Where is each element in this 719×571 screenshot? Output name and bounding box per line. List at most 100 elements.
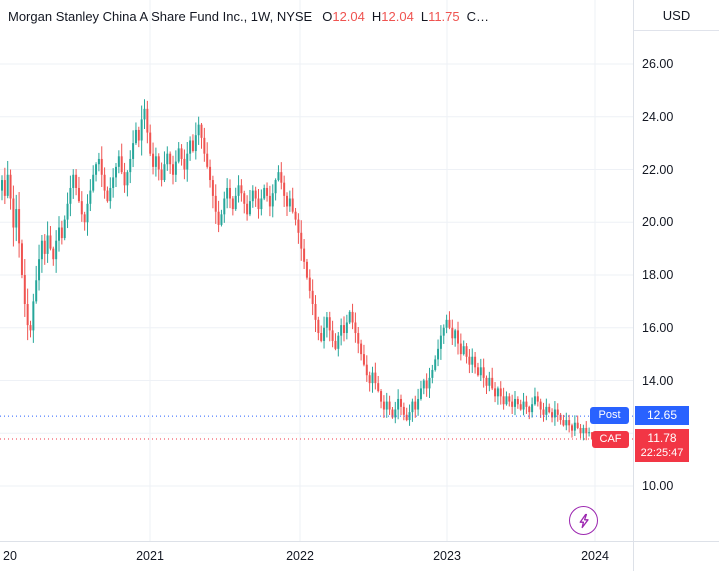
candle-body [437,348,440,360]
candle-body [154,156,157,167]
candle-body [400,398,402,407]
candle-body [533,396,536,405]
candle-body [271,193,274,207]
time-axis[interactable]: 20 2021 2022 2023 2024 [0,541,719,571]
candle-body [80,201,83,215]
last-price-value: 11.78 [647,431,677,445]
candle-body [123,172,126,186]
candle-body [576,422,579,428]
candle-body [283,182,286,196]
candle-body [553,409,556,418]
candle-body [120,156,123,173]
candle-body [551,412,554,418]
candle-body [357,333,360,344]
candle-body [172,164,174,175]
price-axis-label: 26.00 [642,57,674,71]
ohlc-readout: O12.04 H12.04 L11.75 C… [322,9,496,24]
candle-body [203,137,206,154]
candle-body [408,412,411,421]
candle-body [294,211,297,220]
price-axis[interactable]: USD 26.00 24.00 22.00 20.00 18.00 16.00 14.00 1… [633,0,719,541]
candle-body [343,325,345,334]
candle-body [405,414,408,421]
candle-body [385,401,388,410]
candle-body [417,398,420,410]
candle-body [126,172,129,186]
candle-body [588,432,591,434]
price-axis-label: 20.00 [642,215,674,230]
candle-body [26,304,29,326]
currency-label[interactable]: USD [634,0,719,31]
candle-body [152,153,155,167]
candle-body [254,190,257,199]
candle-body [317,319,320,334]
candle-body [323,327,326,341]
candle-body [69,187,72,204]
axis-corner-divider [633,541,634,571]
candle-body [536,396,539,402]
candle-body [95,164,98,175]
candle-body [35,280,38,302]
candle-body [377,383,380,392]
candle-body [23,275,26,305]
candle-body [431,369,434,378]
candle-body [305,261,308,278]
candle-body [191,140,194,152]
candle-body [137,129,140,141]
candle-body [248,201,251,215]
candle-body [519,404,522,410]
candle-body [243,193,246,204]
candle-body [511,401,514,407]
candle-body [439,335,442,349]
chart-pane[interactable]: Morgan Stanley China A Share Fund Inc., … [0,0,633,541]
candle-body [491,377,494,389]
candle-body [1,180,3,191]
candle-body [545,406,548,415]
candle-body [348,311,351,323]
candle-body [531,404,534,413]
candle-body [345,322,348,334]
candle-body [92,174,95,191]
candle-body [55,240,58,260]
candle-body [109,187,112,202]
candle-body [502,396,505,405]
time-axis-label: 2021 [136,549,164,563]
candle-body [209,166,212,181]
candle-body [411,401,414,413]
symbol-title[interactable]: Morgan Stanley China A Share Fund Inc., … [8,9,313,24]
candle-body [462,346,465,355]
candle-body [266,187,269,196]
last-price-label: 11.78 22:25:47 [635,429,689,462]
candle-body [442,327,445,336]
candle-body [419,388,422,399]
candle-body [528,406,531,413]
candle-body [542,409,545,415]
candle-body [337,335,340,349]
candle-body [514,398,516,407]
candle-body [89,190,92,204]
candle-body [197,124,200,136]
candlestick-chart[interactable] [0,0,633,541]
candle-body [590,432,593,440]
candle-body [6,174,9,196]
candle-body [115,166,117,178]
candle-body [471,356,474,365]
lightning-bolt-icon [579,513,589,528]
candle-body [206,153,209,167]
candle-body [482,367,485,378]
candle-body [479,367,482,376]
candle-body [20,243,23,275]
ohlc-item: H12.04 [371,9,414,24]
instant-trading-button[interactable] [569,506,598,535]
candle-body [117,156,120,167]
candle-body [160,169,163,181]
candle-body [3,180,6,196]
candle-body [268,195,271,207]
candle-body [428,377,431,389]
candle-body [340,325,343,336]
candle-body [231,198,234,210]
candle-body [582,427,585,434]
candle-body [300,232,303,249]
symbol-flag-tag: CAF [592,431,629,448]
